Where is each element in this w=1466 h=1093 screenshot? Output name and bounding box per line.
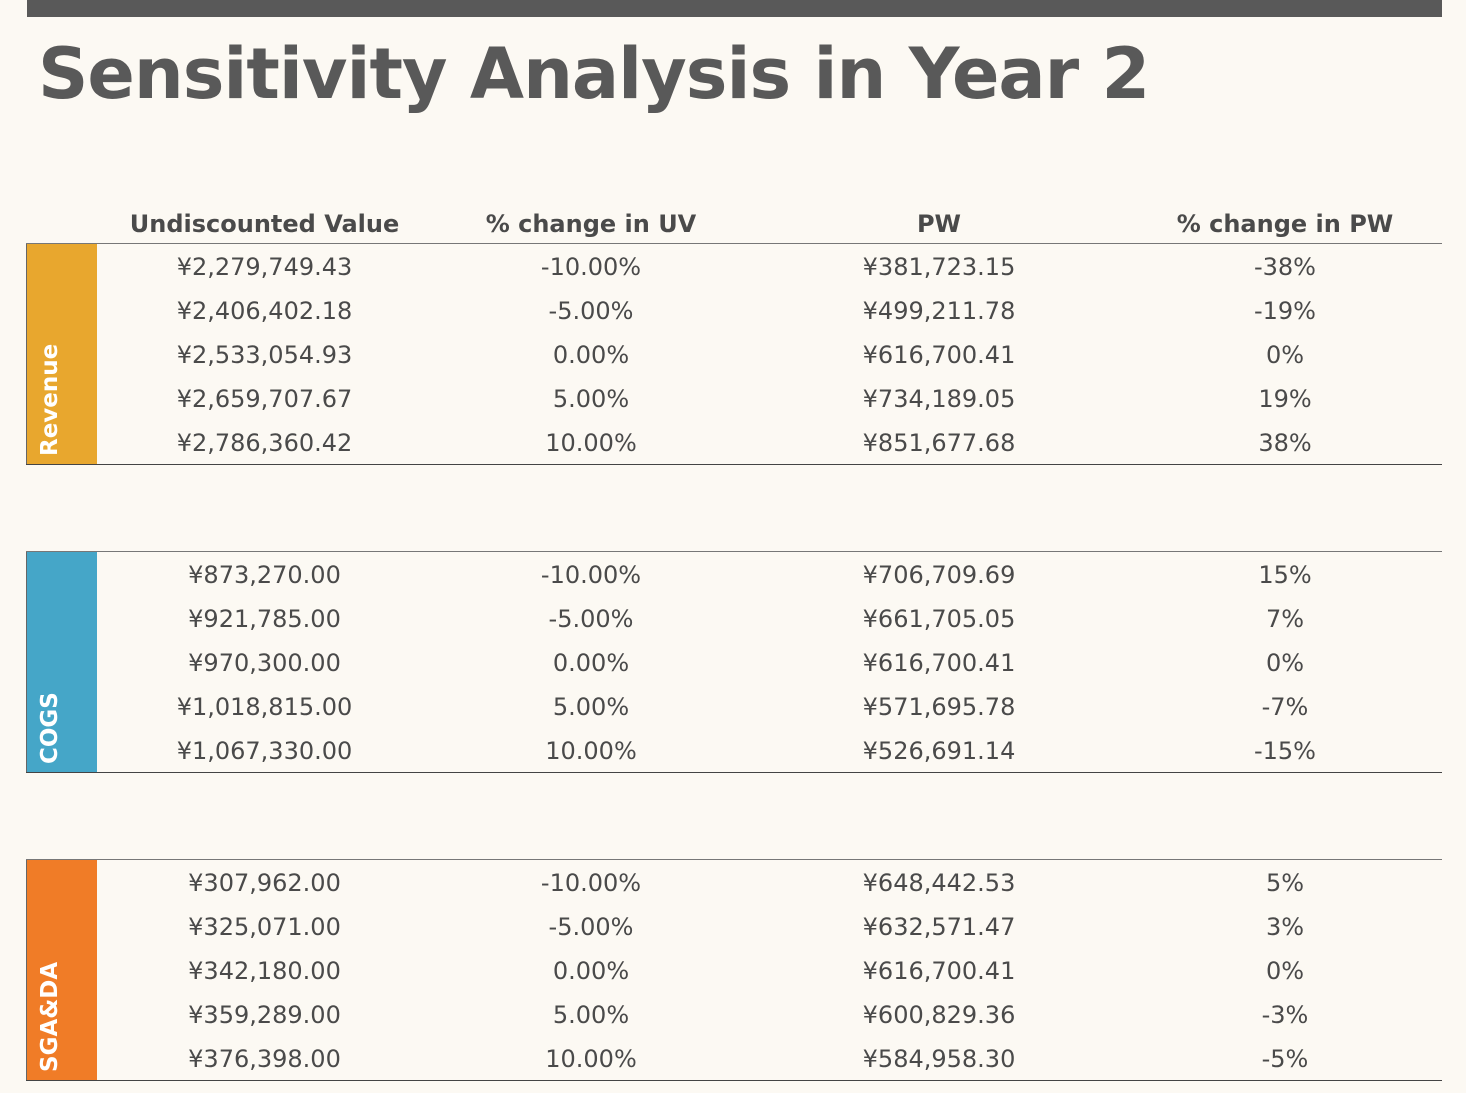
cell-pct-change-uv: 10.00% bbox=[545, 429, 637, 457]
table-row: ¥2,279,749.43 -10.00% ¥381,723.15 -38% bbox=[97, 245, 1442, 289]
table-row: ¥1,018,815.00 5.00% ¥571,695.78 -7% bbox=[97, 685, 1442, 729]
cell-pw: ¥381,723.15 bbox=[862, 253, 1016, 281]
section-cogs: COGS ¥873,270.00 -10.00% ¥706,709.69 15%… bbox=[26, 551, 1442, 773]
cell-pct-change-uv: 5.00% bbox=[552, 693, 630, 721]
section-tab-cogs: COGS bbox=[26, 552, 97, 772]
cell-pct-change-pw: -7% bbox=[1261, 693, 1309, 721]
table-row: ¥2,533,054.93 0.00% ¥616,700.41 0% bbox=[97, 333, 1442, 377]
cell-undiscounted-value: ¥2,533,054.93 bbox=[176, 341, 353, 369]
cell-pct-change-pw: 0% bbox=[1265, 649, 1305, 677]
cell-pct-change-pw: 3% bbox=[1265, 913, 1305, 941]
column-header-pct-change-uv: % change in UV bbox=[485, 210, 697, 238]
table-row: ¥376,398.00 10.00% ¥584,958.30 -5% bbox=[97, 1037, 1442, 1081]
cell-undiscounted-value: ¥2,406,402.18 bbox=[176, 297, 353, 325]
cell-pct-change-pw: -15% bbox=[1253, 737, 1316, 765]
cell-undiscounted-value: ¥342,180.00 bbox=[188, 957, 341, 985]
cell-pct-change-pw: 0% bbox=[1265, 341, 1305, 369]
table-row: ¥2,406,402.18 -5.00% ¥499,211.78 -19% bbox=[97, 289, 1442, 333]
cell-pct-change-pw: 38% bbox=[1258, 429, 1312, 457]
cell-pw: ¥734,189.05 bbox=[862, 385, 1016, 413]
cell-undiscounted-value: ¥2,279,749.43 bbox=[176, 253, 353, 281]
column-header-pw: PW bbox=[916, 210, 962, 238]
cell-pct-change-uv: 0.00% bbox=[552, 341, 630, 369]
section-sgada: SGA&DA ¥307,962.00 -10.00% ¥648,442.53 5… bbox=[26, 859, 1442, 1081]
table-row: ¥325,071.00 -5.00% ¥632,571.47 3% bbox=[97, 905, 1442, 949]
cell-pct-change-uv: 5.00% bbox=[552, 385, 630, 413]
cell-pct-change-uv: -5.00% bbox=[548, 605, 634, 633]
cell-undiscounted-value: ¥307,962.00 bbox=[188, 869, 341, 897]
table-row: ¥342,180.00 0.00% ¥616,700.41 0% bbox=[97, 949, 1442, 993]
page-title: Sensitivity Analysis in Year 2 bbox=[38, 33, 1150, 115]
cell-pct-change-uv: 0.00% bbox=[552, 649, 630, 677]
cell-pw: ¥616,700.41 bbox=[862, 957, 1016, 985]
cell-pct-change-uv: -10.00% bbox=[540, 561, 642, 589]
cell-pw: ¥499,211.78 bbox=[862, 297, 1016, 325]
cell-pct-change-uv: -5.00% bbox=[548, 297, 634, 325]
section-label: Revenue bbox=[37, 343, 63, 456]
cell-pct-change-pw: 7% bbox=[1265, 605, 1305, 633]
cell-pw: ¥600,829.36 bbox=[862, 1001, 1016, 1029]
cell-pct-change-uv: 5.00% bbox=[552, 1001, 630, 1029]
section-revenue: Revenue ¥2,279,749.43 -10.00% ¥381,723.1… bbox=[26, 243, 1442, 465]
cell-pct-change-pw: -3% bbox=[1261, 1001, 1309, 1029]
section-tab-sgada: SGA&DA bbox=[26, 860, 97, 1080]
cell-pct-change-pw: -38% bbox=[1253, 253, 1316, 281]
section-label: SGA&DA bbox=[37, 961, 63, 1072]
table-row: ¥921,785.00 -5.00% ¥661,705.05 7% bbox=[97, 597, 1442, 641]
cell-pct-change-pw: 0% bbox=[1265, 957, 1305, 985]
section-rows: ¥307,962.00 -10.00% ¥648,442.53 5% ¥325,… bbox=[97, 860, 1442, 1080]
table-row: ¥970,300.00 0.00% ¥616,700.41 0% bbox=[97, 641, 1442, 685]
table-row: ¥307,962.00 -10.00% ¥648,442.53 5% bbox=[97, 861, 1442, 905]
cell-pw: ¥661,705.05 bbox=[862, 605, 1016, 633]
table-row: ¥1,067,330.00 10.00% ¥526,691.14 -15% bbox=[97, 729, 1442, 773]
table-row: ¥2,786,360.42 10.00% ¥851,677.68 38% bbox=[97, 421, 1442, 465]
cell-pct-change-pw: -19% bbox=[1253, 297, 1316, 325]
cell-pct-change-pw: 19% bbox=[1258, 385, 1312, 413]
cell-pw: ¥851,677.68 bbox=[862, 429, 1016, 457]
cell-pct-change-pw: 5% bbox=[1265, 869, 1305, 897]
cell-undiscounted-value: ¥359,289.00 bbox=[188, 1001, 341, 1029]
cell-undiscounted-value: ¥970,300.00 bbox=[188, 649, 341, 677]
cell-undiscounted-value: ¥921,785.00 bbox=[188, 605, 341, 633]
cell-pct-change-pw: 15% bbox=[1258, 561, 1312, 589]
cell-pct-change-uv: -10.00% bbox=[540, 253, 642, 281]
cell-pct-change-uv: -5.00% bbox=[548, 913, 634, 941]
cell-pw: ¥648,442.53 bbox=[862, 869, 1016, 897]
cell-pw: ¥616,700.41 bbox=[862, 341, 1016, 369]
table-row: ¥873,270.00 -10.00% ¥706,709.69 15% bbox=[97, 553, 1442, 597]
cell-undiscounted-value: ¥2,659,707.67 bbox=[176, 385, 353, 413]
cell-pw: ¥706,709.69 bbox=[862, 561, 1016, 589]
table-row: ¥359,289.00 5.00% ¥600,829.36 -3% bbox=[97, 993, 1442, 1037]
cell-undiscounted-value: ¥325,071.00 bbox=[188, 913, 341, 941]
cell-pw: ¥616,700.41 bbox=[862, 649, 1016, 677]
section-rows: ¥2,279,749.43 -10.00% ¥381,723.15 -38% ¥… bbox=[97, 244, 1442, 464]
cell-pct-change-uv: 10.00% bbox=[545, 1045, 637, 1073]
cell-undiscounted-value: ¥2,786,360.42 bbox=[176, 429, 353, 457]
cell-pct-change-pw: -5% bbox=[1261, 1045, 1309, 1073]
cell-undiscounted-value: ¥1,067,330.00 bbox=[176, 737, 353, 765]
cell-pct-change-uv: 10.00% bbox=[545, 737, 637, 765]
cell-pct-change-uv: 0.00% bbox=[552, 957, 630, 985]
top-accent-bar bbox=[27, 0, 1442, 17]
cell-pw: ¥526,691.14 bbox=[862, 737, 1016, 765]
cell-undiscounted-value: ¥376,398.00 bbox=[188, 1045, 341, 1073]
cell-undiscounted-value: ¥873,270.00 bbox=[188, 561, 341, 589]
section-rows: ¥873,270.00 -10.00% ¥706,709.69 15% ¥921… bbox=[97, 552, 1442, 772]
cell-pw: ¥571,695.78 bbox=[862, 693, 1016, 721]
cell-pw: ¥632,571.47 bbox=[862, 913, 1016, 941]
section-label: COGS bbox=[37, 692, 63, 764]
table-row: ¥2,659,707.67 5.00% ¥734,189.05 19% bbox=[97, 377, 1442, 421]
column-header-undiscounted-value: Undiscounted Value bbox=[129, 210, 400, 238]
cell-pw: ¥584,958.30 bbox=[862, 1045, 1016, 1073]
section-tab-revenue: Revenue bbox=[26, 244, 97, 464]
cell-pct-change-uv: -10.00% bbox=[540, 869, 642, 897]
column-header-pct-change-pw: % change in PW bbox=[1176, 210, 1394, 238]
cell-undiscounted-value: ¥1,018,815.00 bbox=[176, 693, 353, 721]
